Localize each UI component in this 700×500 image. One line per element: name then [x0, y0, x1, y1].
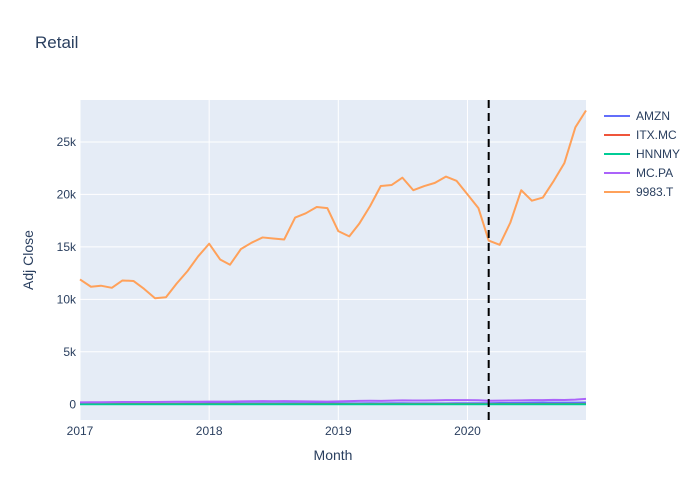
y-axis-title: Adj Close — [20, 230, 36, 290]
series-line-mc-pa — [79, 397, 587, 404]
legend-label: HNNMY — [636, 147, 680, 161]
x-tick-label: 2020 — [454, 424, 481, 438]
x-tick-label: 2017 — [67, 424, 94, 438]
legend-item-mc-pa[interactable]: MC.PA — [604, 166, 673, 180]
legend[interactable]: AMZN ITX.MC HNNMY MC.PA 9983.T — [604, 109, 680, 199]
x-tick-label: 2019 — [325, 424, 352, 438]
y-tick-label: 20k — [57, 187, 77, 201]
legend-label: 9983.T — [636, 185, 674, 199]
x-axis-title: Month — [314, 447, 353, 463]
y-tick-label: 10k — [57, 292, 77, 306]
legend-item-9983-t[interactable]: 9983.T — [604, 185, 674, 199]
legend-item-itx-mc[interactable]: ITX.MC — [604, 128, 677, 142]
chart-title: Retail — [35, 33, 79, 52]
y-tick-label: 5k — [63, 345, 77, 359]
series-line-9983-t — [79, 109, 587, 300]
legend-label: MC.PA — [636, 166, 673, 180]
y-axis-ticks: 0 5k 10k 15k 20k 25k — [57, 135, 77, 411]
legend-label: ITX.MC — [636, 128, 677, 142]
plot-area — [80, 100, 586, 420]
x-axis-ticks: 2017 2018 2019 2020 — [67, 424, 481, 438]
x-tick-label: 2018 — [196, 424, 223, 438]
legend-item-hnnmy[interactable]: HNNMY — [604, 147, 680, 161]
y-tick-label: 25k — [57, 135, 77, 149]
y-tick-label: 0 — [69, 397, 76, 411]
y-tick-label: 15k — [57, 240, 77, 254]
series-lines — [79, 109, 587, 406]
legend-label: AMZN — [636, 109, 670, 123]
legend-item-amzn[interactable]: AMZN — [604, 109, 670, 123]
